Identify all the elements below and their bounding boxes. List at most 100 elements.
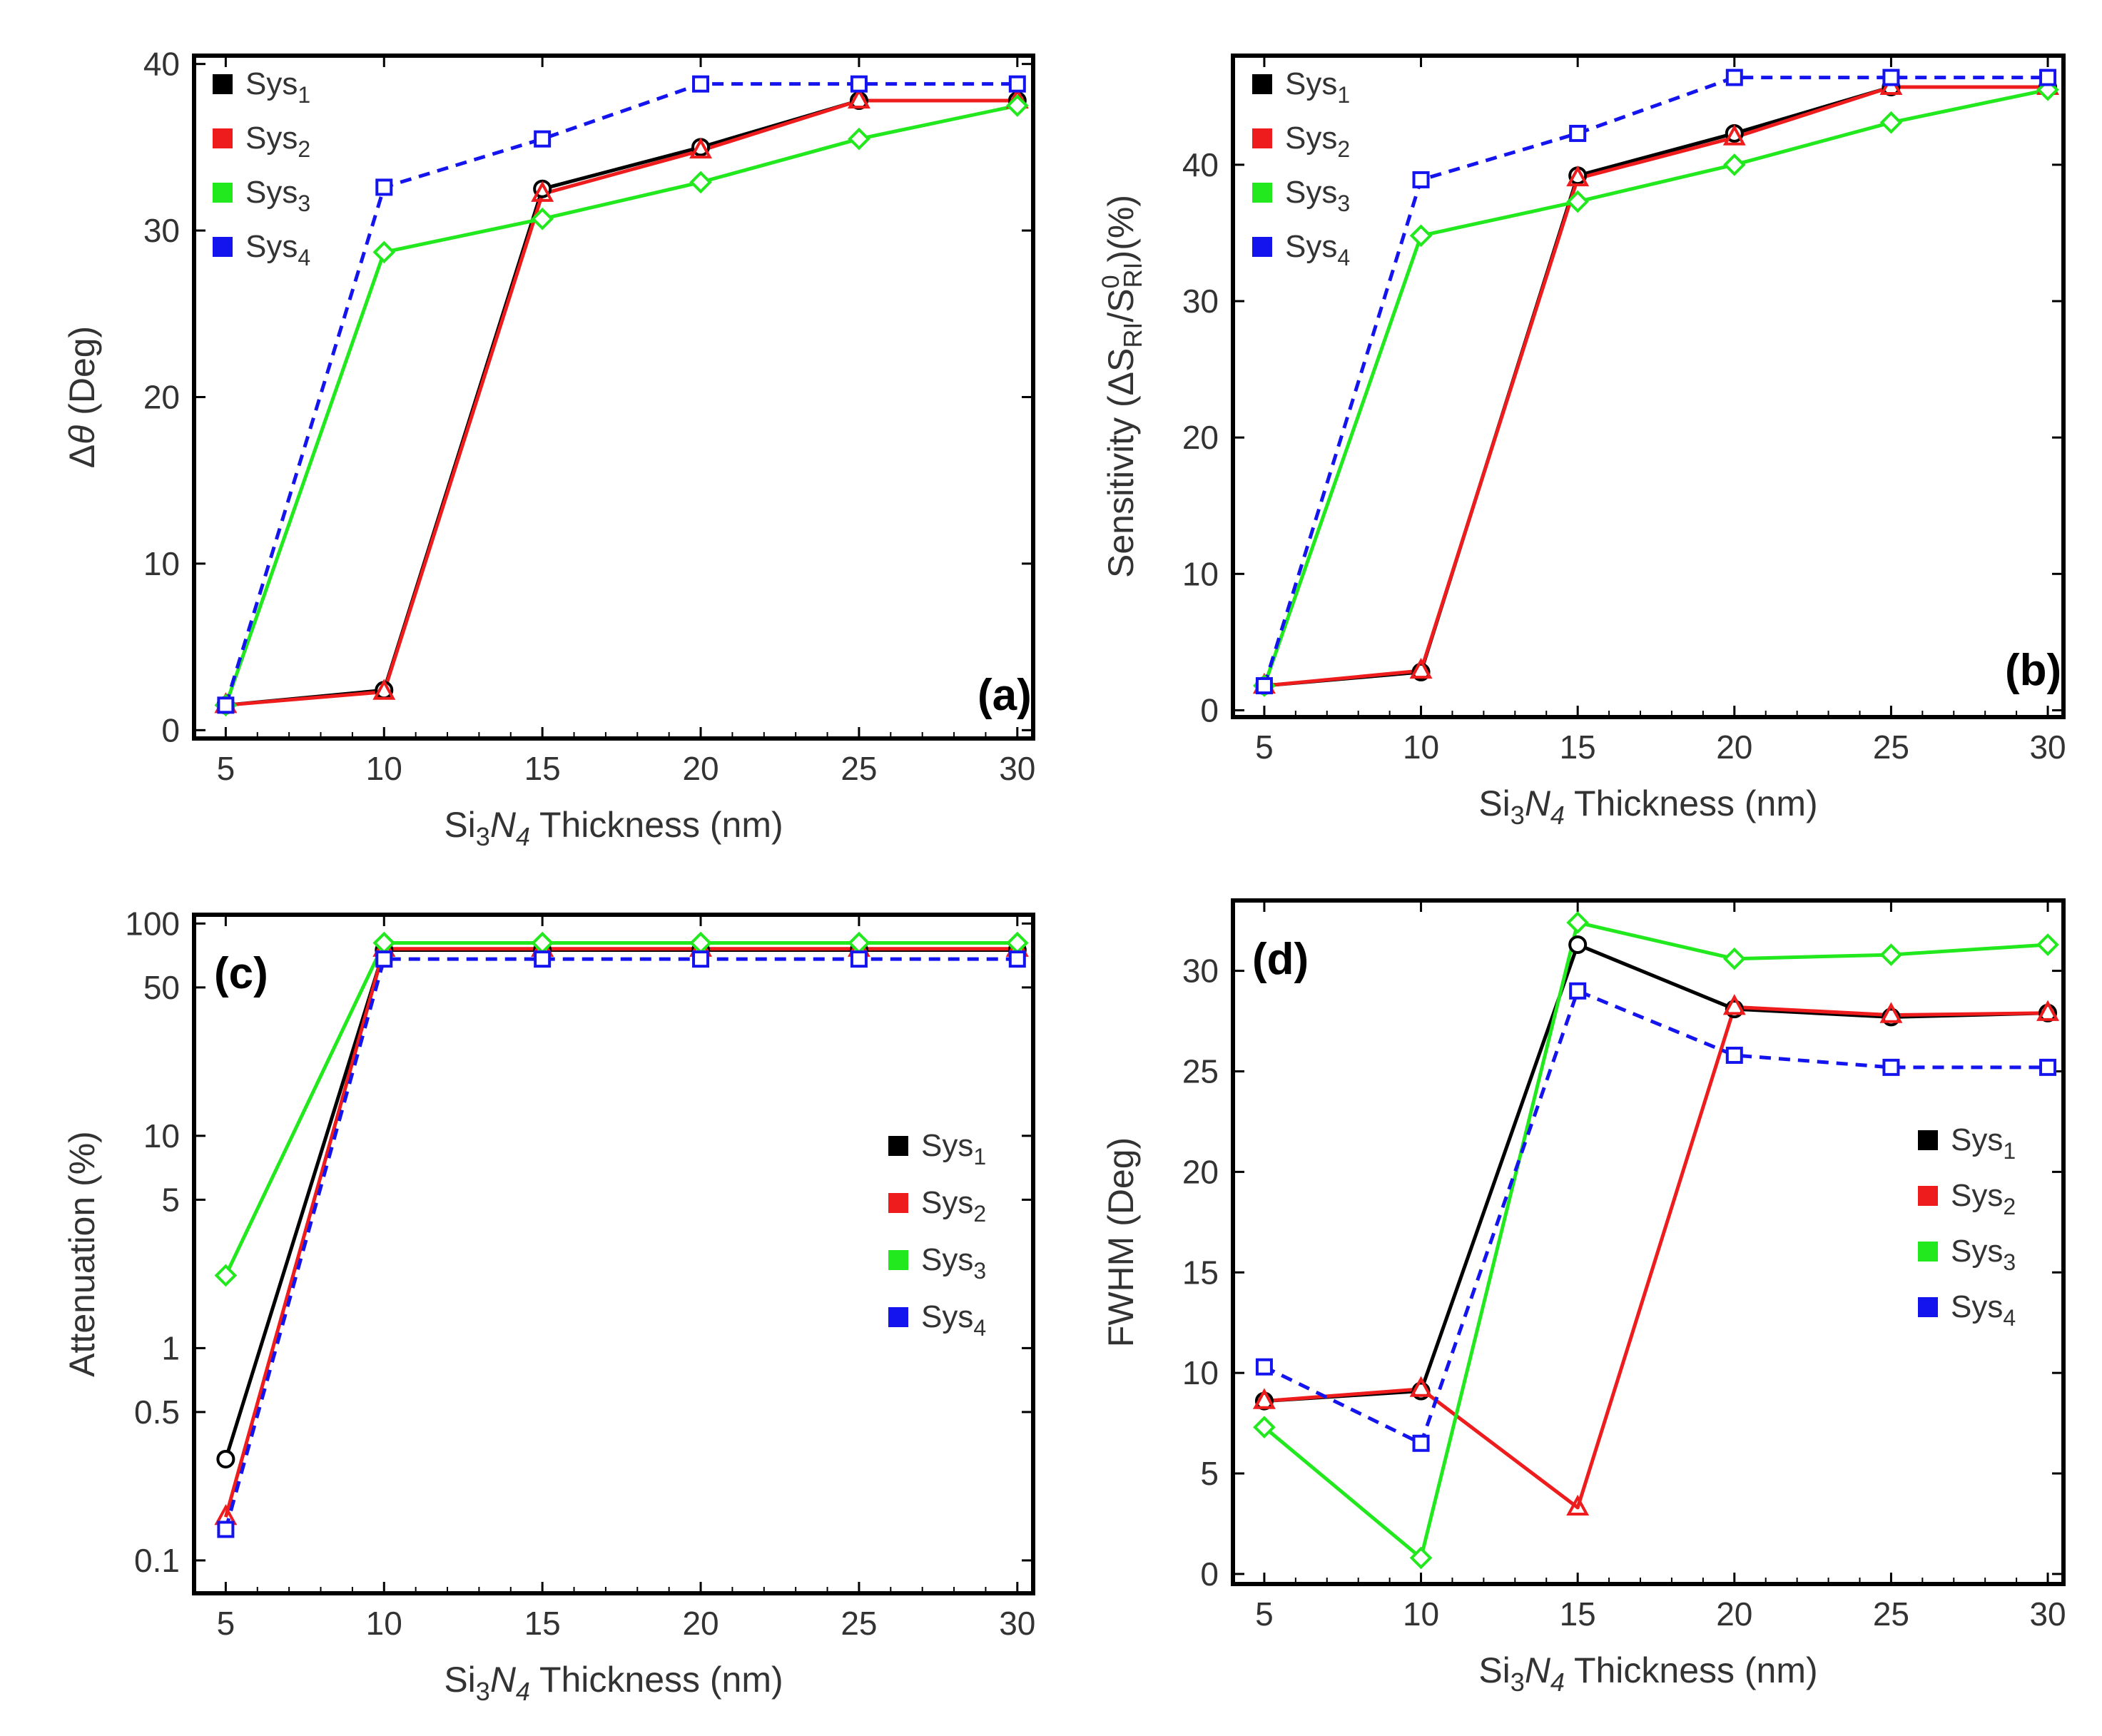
data-point-sys2 <box>1879 1002 1903 1023</box>
legend-swatch-sys2 <box>1252 128 1272 148</box>
y-tick-label: 0.1 <box>134 1542 180 1579</box>
data-point-sys3 <box>1566 911 1589 934</box>
y-tick-label: 10 <box>1182 555 1219 592</box>
series-line-sys2 <box>1264 1005 2048 1510</box>
legend-swatch-sys4 <box>213 237 233 257</box>
series-line-sys4 <box>223 82 1017 706</box>
data-point-sys4 <box>1008 950 1026 968</box>
y-tick-label: 20 <box>143 379 180 416</box>
x-tick-label: 25 <box>841 1605 877 1642</box>
data-point-sys2 <box>372 679 396 700</box>
panel-label: (d) <box>1252 935 1309 984</box>
x-tick-label: 20 <box>1716 729 1752 766</box>
x-tick-label: 20 <box>1716 1595 1752 1633</box>
x-axis-title: Si3N4 Thickness (nm) <box>444 805 783 851</box>
data-point-sys4 <box>1882 1058 1900 1076</box>
data-point-sys4 <box>1569 982 1587 1000</box>
series-line-sys3 <box>224 941 1017 1276</box>
panel-label: (a) <box>978 671 1032 720</box>
y-tick-label: 30 <box>1182 283 1219 320</box>
legend-label-sys1: Sys1 <box>921 1128 986 1169</box>
data-point-sys3 <box>1722 153 1746 176</box>
data-point-sys2 <box>1409 1376 1433 1397</box>
data-point-sys3 <box>1722 947 1746 970</box>
data-point-sys3 <box>531 207 554 230</box>
data-point-sys4 <box>1255 677 1273 695</box>
x-tick-label: 5 <box>217 750 235 787</box>
series-line-sys3 <box>1262 88 2048 686</box>
data-point-sys4 <box>1412 1434 1430 1452</box>
y-tick-label: 0 <box>161 711 180 748</box>
x-tick-label: 30 <box>999 1605 1035 1642</box>
x-tick-label: 15 <box>524 1605 561 1642</box>
x-tick-label: 20 <box>682 1605 719 1642</box>
y-tick-label: 40 <box>1182 146 1219 183</box>
x-tick-label: 25 <box>1873 729 1909 766</box>
x-tick-label: 25 <box>841 750 877 787</box>
data-point-sys4 <box>1255 1358 1273 1376</box>
data-point-sys4 <box>1725 68 1743 86</box>
data-point-sys2 <box>1722 124 1746 146</box>
series-line-sys1 <box>225 98 1017 707</box>
data-point-sys2 <box>1566 1494 1590 1516</box>
data-point-sys3 <box>1005 94 1029 117</box>
legend-swatch-sys1 <box>1252 74 1272 94</box>
series-line-sys2 <box>223 947 1017 1518</box>
series-line-sys2 <box>225 98 1017 707</box>
y-tick-label: 50 <box>143 969 180 1006</box>
data-point-sys3 <box>2036 933 2059 956</box>
series-line-sys1 <box>1264 85 2048 688</box>
y-tick-label: 10 <box>1182 1354 1219 1391</box>
legend-label-sys2: Sys2 <box>245 121 310 162</box>
legend-label-sys4: Sys4 <box>1951 1289 2016 1331</box>
panel-label: (b) <box>2005 646 2061 695</box>
legend-label-sys1: Sys1 <box>1951 1122 2016 1164</box>
data-point-sys2 <box>1409 657 1433 679</box>
y-tick-label: 10 <box>143 1117 180 1154</box>
data-point-sys4 <box>375 950 393 968</box>
legend-label-sys1: Sys1 <box>1285 66 1350 108</box>
y-tick-label: 100 <box>125 905 180 942</box>
data-point-sys4 <box>2039 1058 2057 1076</box>
series-line-sys4 <box>1262 76 2048 686</box>
data-point-sys1 <box>216 1449 235 1468</box>
legend-swatch-sys4 <box>1252 237 1272 257</box>
plot-frame <box>1231 898 2066 1586</box>
series-line-sys3 <box>1263 920 2048 1560</box>
y-tick-label: 0 <box>1200 691 1219 729</box>
legend-swatch-sys4 <box>888 1307 908 1327</box>
legend-label-sys2: Sys2 <box>921 1185 986 1227</box>
data-point-sys4 <box>534 950 552 968</box>
legend-label-sys3: Sys3 <box>921 1242 986 1284</box>
data-point-sys2 <box>847 87 870 109</box>
y-tick-label: 25 <box>1182 1053 1219 1090</box>
legend-label-sys2: Sys2 <box>1951 1178 2016 1219</box>
x-tick-label: 15 <box>1560 1595 1596 1633</box>
data-point-sys4 <box>1569 124 1587 142</box>
data-point-sys2 <box>1722 994 1746 1015</box>
legend-swatch-sys2 <box>888 1193 908 1213</box>
legend-label-sys3: Sys3 <box>1285 175 1350 216</box>
panel-label: (c) <box>214 949 268 998</box>
x-tick-label: 5 <box>217 1605 235 1642</box>
legend-swatch-sys1 <box>1918 1130 1938 1150</box>
data-point-sys4 <box>217 696 235 714</box>
data-point-sys3 <box>1879 111 1903 134</box>
x-tick-label: 15 <box>1560 729 1596 766</box>
legend-swatch-sys2 <box>213 128 233 148</box>
y-axis-title: Δθ (Deg) <box>62 326 102 468</box>
y-tick-label: 10 <box>143 545 180 582</box>
y-tick-label: 0.5 <box>134 1394 180 1431</box>
legend-label-sys3: Sys3 <box>245 175 310 216</box>
legend-swatch-sys3 <box>1252 183 1272 203</box>
legend-label-sys1: Sys1 <box>245 66 310 108</box>
x-tick-label: 20 <box>682 750 719 787</box>
y-tick-label: 1 <box>161 1329 180 1366</box>
x-axis-title: Si3N4 Thickness (nm) <box>1478 1650 1817 1697</box>
data-point-sys1 <box>1568 935 1588 954</box>
x-tick-label: 10 <box>1403 1595 1439 1633</box>
legend-swatch-sys3 <box>888 1250 908 1270</box>
plot-frame <box>192 54 1035 741</box>
